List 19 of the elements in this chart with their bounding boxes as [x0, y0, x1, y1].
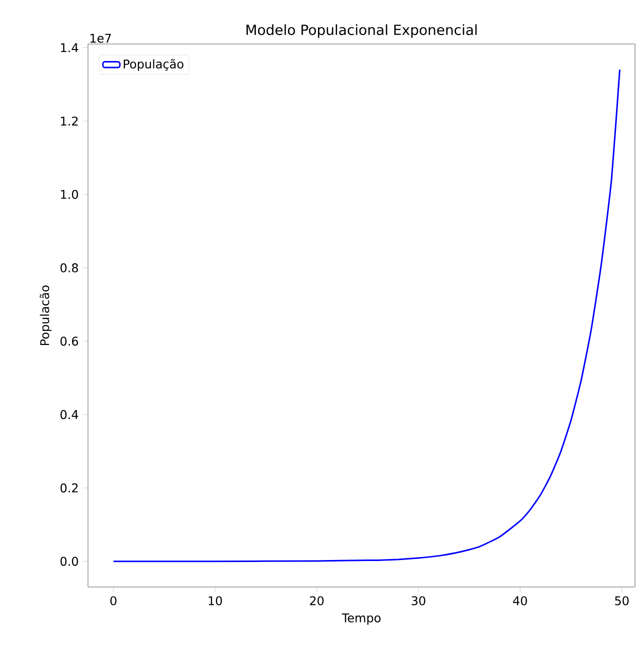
x-tick-label: 20 [310, 596, 324, 606]
y-tick-label: 0.8 [60, 263, 78, 272]
chart-title: Modelo Populacional Exponencial [246, 24, 477, 38]
y-axis-title: Populacão [40, 285, 52, 346]
y-tick-label: 1.4 [61, 43, 78, 52]
x-axis-title: Tempo [342, 613, 381, 625]
x-tick-label: 50 [615, 596, 629, 606]
y-tick-label: 0.4 [60, 410, 78, 420]
text: 1e7 [90, 34, 111, 43]
y-tick-label: 0.2 [60, 483, 78, 492]
y-tick-label: 0.6 [60, 336, 78, 346]
x-tick-label: 40 [513, 596, 527, 606]
x-tick-label: 0 [110, 596, 116, 606]
y-tick-label: 1.0 [61, 190, 78, 199]
legend-label: População [124, 59, 184, 71]
x-tick-label: 30 [412, 596, 426, 606]
y-tick-label: 0.0 [60, 556, 78, 566]
x-tick-label: 10 [208, 596, 222, 606]
y-tick-label: 1.2 [61, 116, 78, 126]
